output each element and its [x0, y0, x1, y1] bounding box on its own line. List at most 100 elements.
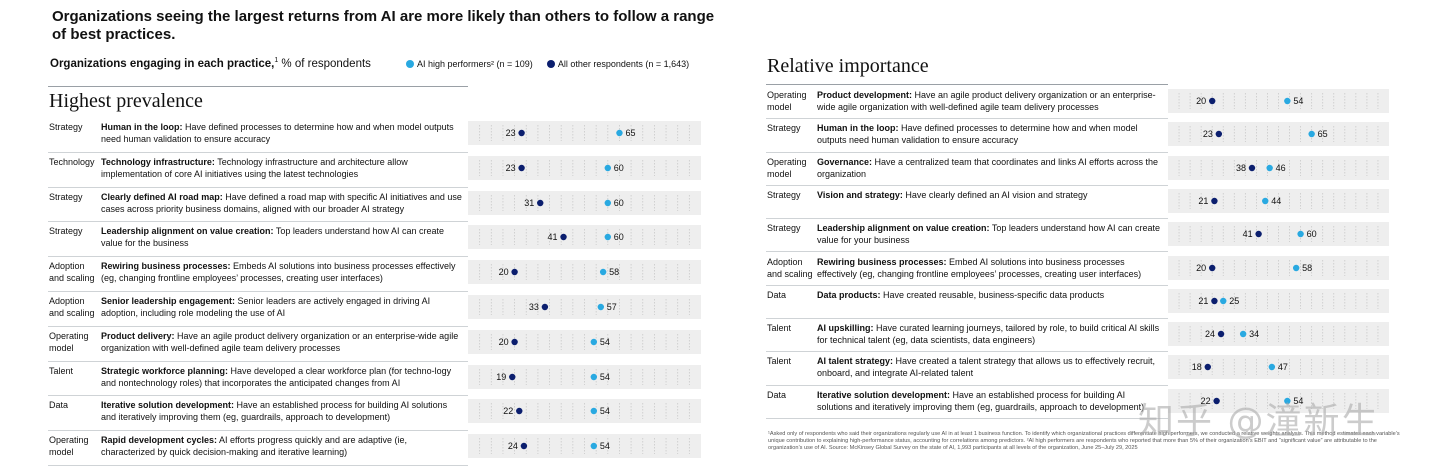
row-divider — [48, 325, 468, 327]
value-label-all-other: 41 — [1243, 229, 1253, 239]
value-label-high-performer: 58 — [1302, 263, 1312, 273]
row-dot-plot: 21 25 — [1178, 292, 1379, 309]
chart-row: Adoption and scaling Rewiring business pr… — [766, 253, 1389, 286]
dot-all-other-respondents — [1211, 197, 1218, 205]
chart-row: Technology Technology infrastructure: Tec… — [48, 153, 701, 188]
row-dot-plot: 18 47 — [1178, 359, 1379, 376]
value-label-high-performer: 54 — [600, 372, 610, 382]
row-practice-name: Senior leadership engagement: — [101, 296, 236, 306]
row-dot-plot: 22 54 — [479, 403, 690, 420]
dot-ai-high-performers — [599, 268, 607, 276]
row-plot-band: 20 58 — [1168, 255, 1389, 280]
chart-row: Talent AI upskilling: Have curated learni… — [766, 319, 1389, 353]
row-plot-band: 20 54 — [1168, 89, 1389, 113]
row-description: Rewiring business processes: Embeds AI s… — [101, 260, 463, 284]
value-label-all-other: 33 — [529, 302, 539, 312]
value-label-all-other: 20 — [499, 337, 509, 347]
row-practice-detail: Have clearly defined an AI vision and st… — [902, 189, 1088, 200]
row-plot-band: 18 47 — [1168, 355, 1389, 380]
value-label-all-other: 41 — [548, 232, 558, 242]
row-plot-band: 31 60 — [468, 190, 701, 215]
dot-ai-high-performers — [590, 338, 598, 345]
chart-row: Adoption and scaling Rewiring business pr… — [48, 257, 701, 292]
dot-all-other-respondents — [520, 442, 528, 450]
row-dot-plot: 20 54 — [479, 333, 690, 350]
subheading-unit: % of respondents — [278, 57, 371, 70]
dot-all-other-respondents — [509, 373, 516, 380]
dot-ai-high-performers — [1292, 264, 1300, 271]
dot-all-other-respondents — [1211, 297, 1218, 304]
row-plot-band: 24 34 — [1168, 322, 1389, 347]
dot-ai-high-performers — [590, 373, 598, 380]
subheading-bold: Organizations engaging in each practice, — [50, 57, 275, 70]
row-category: Adoption and scaling — [49, 296, 95, 318]
row-category: Operating model — [49, 435, 89, 458]
row-description: Product development: Have an agile produ… — [817, 89, 1163, 113]
row-plot-band: 41 60 — [468, 225, 701, 250]
relative-importance-panel: Operating model Product development: Have… — [766, 86, 1391, 420]
row-divider — [766, 118, 1168, 120]
row-practice-name: Governance: — [817, 156, 873, 167]
row-category: Strategy — [767, 123, 801, 134]
row-practice-name: Data products: — [817, 289, 881, 300]
right-panel-title: Relative importance — [767, 55, 929, 77]
row-divider — [766, 351, 1168, 353]
dot-all-other-respondents — [1255, 230, 1262, 238]
row-practice-detail: Top leaders understand how AI can create… — [101, 226, 444, 249]
row-divider — [48, 221, 468, 223]
value-label-all-other: 23 — [1203, 129, 1213, 139]
dot-all-other-respondents — [518, 129, 525, 137]
value-label-all-other: 20 — [499, 267, 509, 277]
row-practice-detail: Have developed a clear workforce plan (f… — [101, 365, 452, 388]
dot-ai-high-performers — [1268, 364, 1276, 371]
row-divider — [766, 384, 1168, 386]
row-practice-detail: Embed AI solutions into business process… — [817, 256, 1142, 279]
chart-row: Adoption and scaling Senior leadership en… — [48, 292, 701, 327]
row-practice-name: Clearly defined AI road map: — [101, 191, 223, 202]
row-practice-detail: Have an agile product delivery organizat… — [817, 90, 1156, 112]
chart-row: Strategy Human in the loop: Have defined … — [766, 119, 1389, 153]
row-practice-detail: Have defined processes to determine how … — [101, 122, 454, 144]
dot-all-other-respondents — [511, 338, 518, 345]
row-dot-plot: 21 44 — [1178, 192, 1379, 209]
legend: AI high performers² (n = 109) All other … — [406, 59, 689, 69]
chart-row: Operating model Rapid development cycles:… — [48, 431, 701, 466]
row-description: Data products: Have created reusable, bu… — [817, 289, 1163, 301]
row-dot-plot: 41 60 — [479, 229, 690, 246]
dot-all-other-respondents — [541, 303, 549, 311]
row-practice-detail: Have created reusable, business-specific… — [880, 289, 1105, 300]
row-description: Technology infrastructure: Technology in… — [101, 156, 463, 180]
row-description: Governance: Have a centralized team that… — [817, 156, 1163, 180]
dot-all-other-respondents — [1215, 131, 1223, 138]
row-divider — [766, 218, 1168, 220]
value-label-high-performer: 34 — [1249, 329, 1259, 339]
row-practice-detail: Have a centralized team that coordinates… — [817, 156, 1159, 179]
value-label-all-other: 24 — [508, 441, 518, 451]
row-practice-detail: Technology infrastructure and architectu… — [101, 156, 408, 179]
row-plot-band: 38 46 — [1168, 155, 1389, 180]
row-divider — [766, 251, 1168, 253]
row-description: Iterative solution development: Have an … — [101, 399, 463, 423]
row-dot-plot: 20 54 — [1178, 93, 1379, 109]
row-category: Operating model — [767, 156, 807, 179]
chart-row: Strategy Leadership alignment on value cr… — [766, 219, 1389, 253]
value-label-high-performer: 54 — [1293, 96, 1303, 106]
dot-ai-high-performers — [604, 234, 611, 241]
chart-row: Strategy Clearly defined AI road map: Hav… — [48, 188, 701, 223]
dot-ai-high-performers — [604, 164, 611, 171]
value-label-high-performer: 54 — [600, 337, 610, 347]
dot-ai-high-performers — [1284, 397, 1291, 404]
value-label-high-performer: 60 — [1307, 229, 1317, 239]
row-description: Senior leadership engagement: Senior lea… — [101, 295, 463, 319]
highest-prevalence-panel: Strategy Human in the loop: Have defined … — [48, 118, 703, 468]
row-divider — [48, 151, 468, 153]
chart-row: Talent AI talent strategy: Have created a… — [766, 352, 1389, 386]
dot-all-other-respondents — [1204, 364, 1211, 371]
row-practice-name: Product development: — [817, 90, 913, 100]
dot-ai-high-performers — [1266, 164, 1273, 171]
row-category: Data — [767, 389, 787, 400]
row-description: Leadership alignment on value creation: … — [101, 225, 463, 249]
row-category: Talent — [767, 323, 792, 334]
dot-ai-high-performers — [1308, 131, 1315, 138]
value-label-high-performer: 25 — [1229, 296, 1239, 306]
